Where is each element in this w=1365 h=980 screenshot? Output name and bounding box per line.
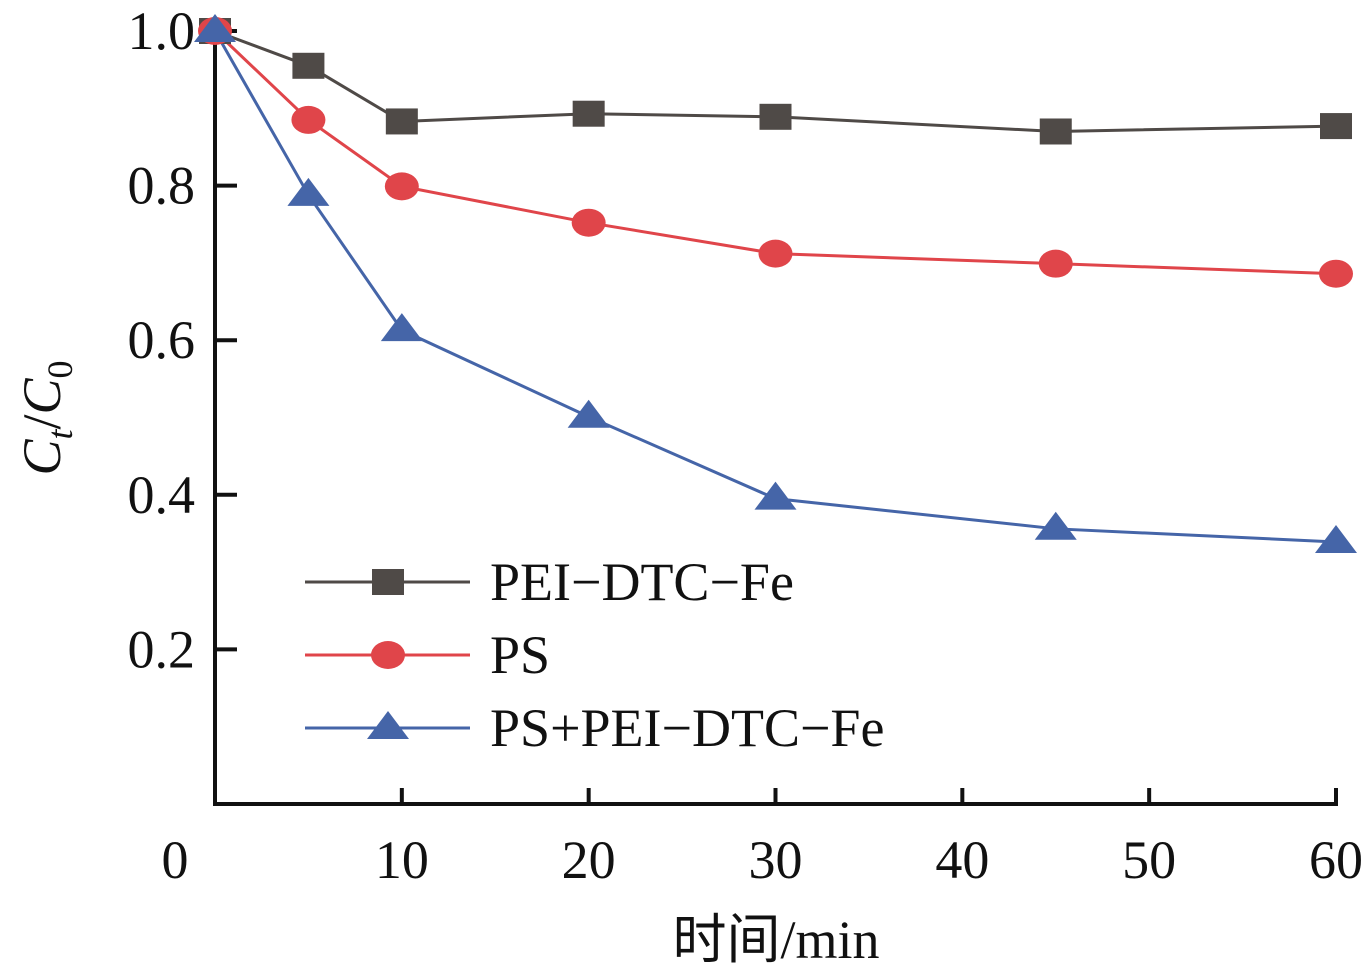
x-tick-label: 10 <box>375 830 429 890</box>
y-tick-label: 0.2 <box>128 619 196 679</box>
series-circle <box>213 29 1337 276</box>
x-tick-label: 40 <box>935 830 989 890</box>
legend-label: PEI−DTC−Fe <box>490 552 794 612</box>
data-point-square <box>385 108 418 135</box>
legend-item: PS+PEI−DTC−Fe <box>305 698 884 758</box>
data-point-triangle <box>380 313 423 342</box>
x-tick-label: 20 <box>562 830 616 890</box>
x-axis-title: 时间/min <box>672 910 879 970</box>
x-tick-label: 60 <box>1309 830 1363 890</box>
data-point-square <box>1320 113 1352 140</box>
series-line <box>213 29 1337 276</box>
series-layer <box>194 14 1357 553</box>
data-point-circle <box>571 208 606 237</box>
data-point-square <box>292 52 325 79</box>
x-tick-label: 50 <box>1122 830 1176 890</box>
data-point-square <box>572 100 605 127</box>
data-point-triangle <box>754 481 797 510</box>
y-tick-label: 1.0 <box>128 1 196 61</box>
data-point-circle <box>384 172 419 201</box>
series-markers-circle <box>198 17 1353 288</box>
data-point-triangle <box>194 14 236 42</box>
legend-marker-circle <box>371 641 405 669</box>
legend-item: PEI−DTC−Fe <box>305 552 794 612</box>
legend: PEI−DTC−Fe PS PS+PEI−DTC−Fe <box>305 552 884 758</box>
data-point-circle <box>1038 249 1073 278</box>
x-tick-label: 30 <box>749 830 803 890</box>
y-axis-title: Ct/C0 <box>12 360 80 475</box>
data-point-square <box>759 103 792 130</box>
y-title-slash: / <box>12 414 72 429</box>
data-point-triangle <box>287 177 330 206</box>
y-title-sub-0: 0 <box>40 360 80 378</box>
data-point-triangle <box>1315 524 1357 553</box>
y-title-c: C <box>12 439 72 476</box>
x-tick-label: 0 <box>162 830 189 890</box>
series-markers-triangle <box>194 14 1357 553</box>
data-point-circle <box>1319 259 1353 288</box>
legend-label: PS+PEI−DTC−Fe <box>490 698 884 758</box>
axes <box>213 30 1338 806</box>
y-tick-label: 0.4 <box>128 465 196 525</box>
legend-label: PS <box>490 625 550 685</box>
data-point-circle <box>291 105 326 134</box>
legend-marker-square <box>372 569 404 595</box>
y-tick-label: 0.8 <box>128 156 196 216</box>
data-point-square <box>1039 118 1072 145</box>
data-point-triangle <box>567 399 610 428</box>
x-ticks: 0 10 20 30 40 50 60 <box>162 788 1363 890</box>
data-point-triangle <box>1034 511 1077 540</box>
series-markers-square <box>199 18 1352 145</box>
legend-marker-triangle <box>367 711 409 739</box>
y-tick-label: 0.6 <box>128 310 196 370</box>
legend-item: PS <box>305 625 550 685</box>
y-title-c0: C <box>12 377 72 414</box>
data-point-circle <box>758 239 793 268</box>
y-title-sub-t: t <box>40 429 80 440</box>
y-ticks: 0.2 0.4 0.6 0.8 1.0 <box>128 1 237 679</box>
